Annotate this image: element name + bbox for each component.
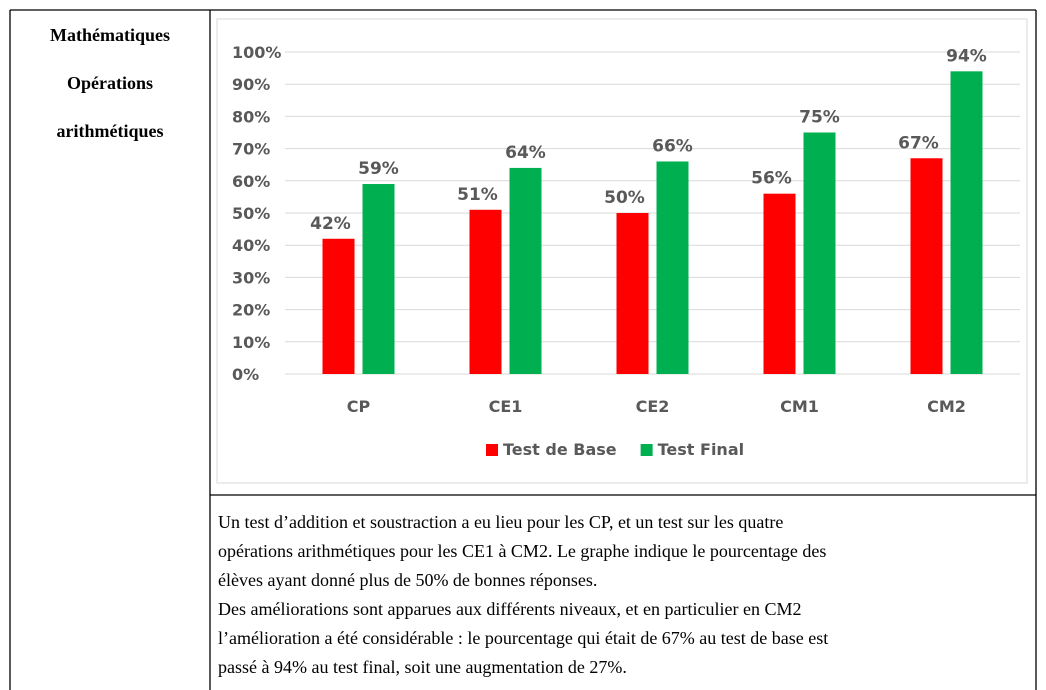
bar xyxy=(322,238,355,374)
bar xyxy=(469,209,502,374)
bar xyxy=(656,161,689,374)
y-tick-label: 80% xyxy=(232,107,270,126)
paragraph-line: Un test d’addition et soustraction a eu … xyxy=(218,512,783,532)
data-label: 42% xyxy=(310,214,351,234)
bar xyxy=(803,132,836,374)
x-tick-label: CE2 xyxy=(636,397,670,416)
paragraph-line: Des améliorations sont apparues aux diff… xyxy=(218,599,802,619)
y-tick-label: 20% xyxy=(232,301,270,320)
paragraph-line: l’amélioration a été considérable : le p… xyxy=(218,628,828,648)
legend-label: Test de Base xyxy=(503,440,617,459)
cell-label: Mathématiques xyxy=(50,25,170,45)
paragraph-line: élèves ayant donné plus de 50% de bonnes… xyxy=(218,570,597,590)
x-tick-label: CP xyxy=(347,397,371,416)
x-tick-label: CM2 xyxy=(927,397,966,416)
y-tick-label: 90% xyxy=(232,75,270,94)
legend-label: Test Final xyxy=(658,440,744,459)
paragraph-line: passé à 94% au test final, soit une augm… xyxy=(218,657,627,677)
data-label: 75% xyxy=(799,108,840,128)
data-label: 56% xyxy=(751,169,792,189)
y-tick-label: 0% xyxy=(232,365,259,384)
paragraph-line: opérations arithmétiques pour les CE1 à … xyxy=(218,541,826,561)
table-borders xyxy=(9,9,1037,690)
y-tick-label: 10% xyxy=(232,333,270,352)
y-tick-label: 70% xyxy=(232,140,270,159)
y-tick-label: 30% xyxy=(232,268,270,287)
x-tick-label: CE1 xyxy=(489,397,523,416)
cell-label: arithmétiques xyxy=(57,121,164,141)
y-tick-label: 60% xyxy=(232,172,270,191)
data-label: 50% xyxy=(604,188,645,208)
bar xyxy=(616,213,649,374)
data-label: 94% xyxy=(946,46,987,66)
legend-swatch xyxy=(486,444,498,456)
data-label: 67% xyxy=(898,133,939,153)
bar xyxy=(362,184,395,374)
chart-frame xyxy=(216,18,1028,484)
bar xyxy=(763,193,796,374)
y-tick-label: 50% xyxy=(232,204,270,223)
data-label: 51% xyxy=(457,185,498,205)
cell-label: Opérations xyxy=(67,73,153,93)
data-label: 64% xyxy=(505,143,546,163)
data-label: 66% xyxy=(652,136,693,156)
bar xyxy=(509,167,542,374)
x-tick-label: CM1 xyxy=(780,397,819,416)
bar xyxy=(950,71,983,374)
y-tick-label: 40% xyxy=(232,236,270,255)
y-tick-label: 100% xyxy=(232,43,281,62)
legend-swatch xyxy=(640,444,653,456)
data-label: 59% xyxy=(358,159,399,179)
bar xyxy=(910,158,943,374)
